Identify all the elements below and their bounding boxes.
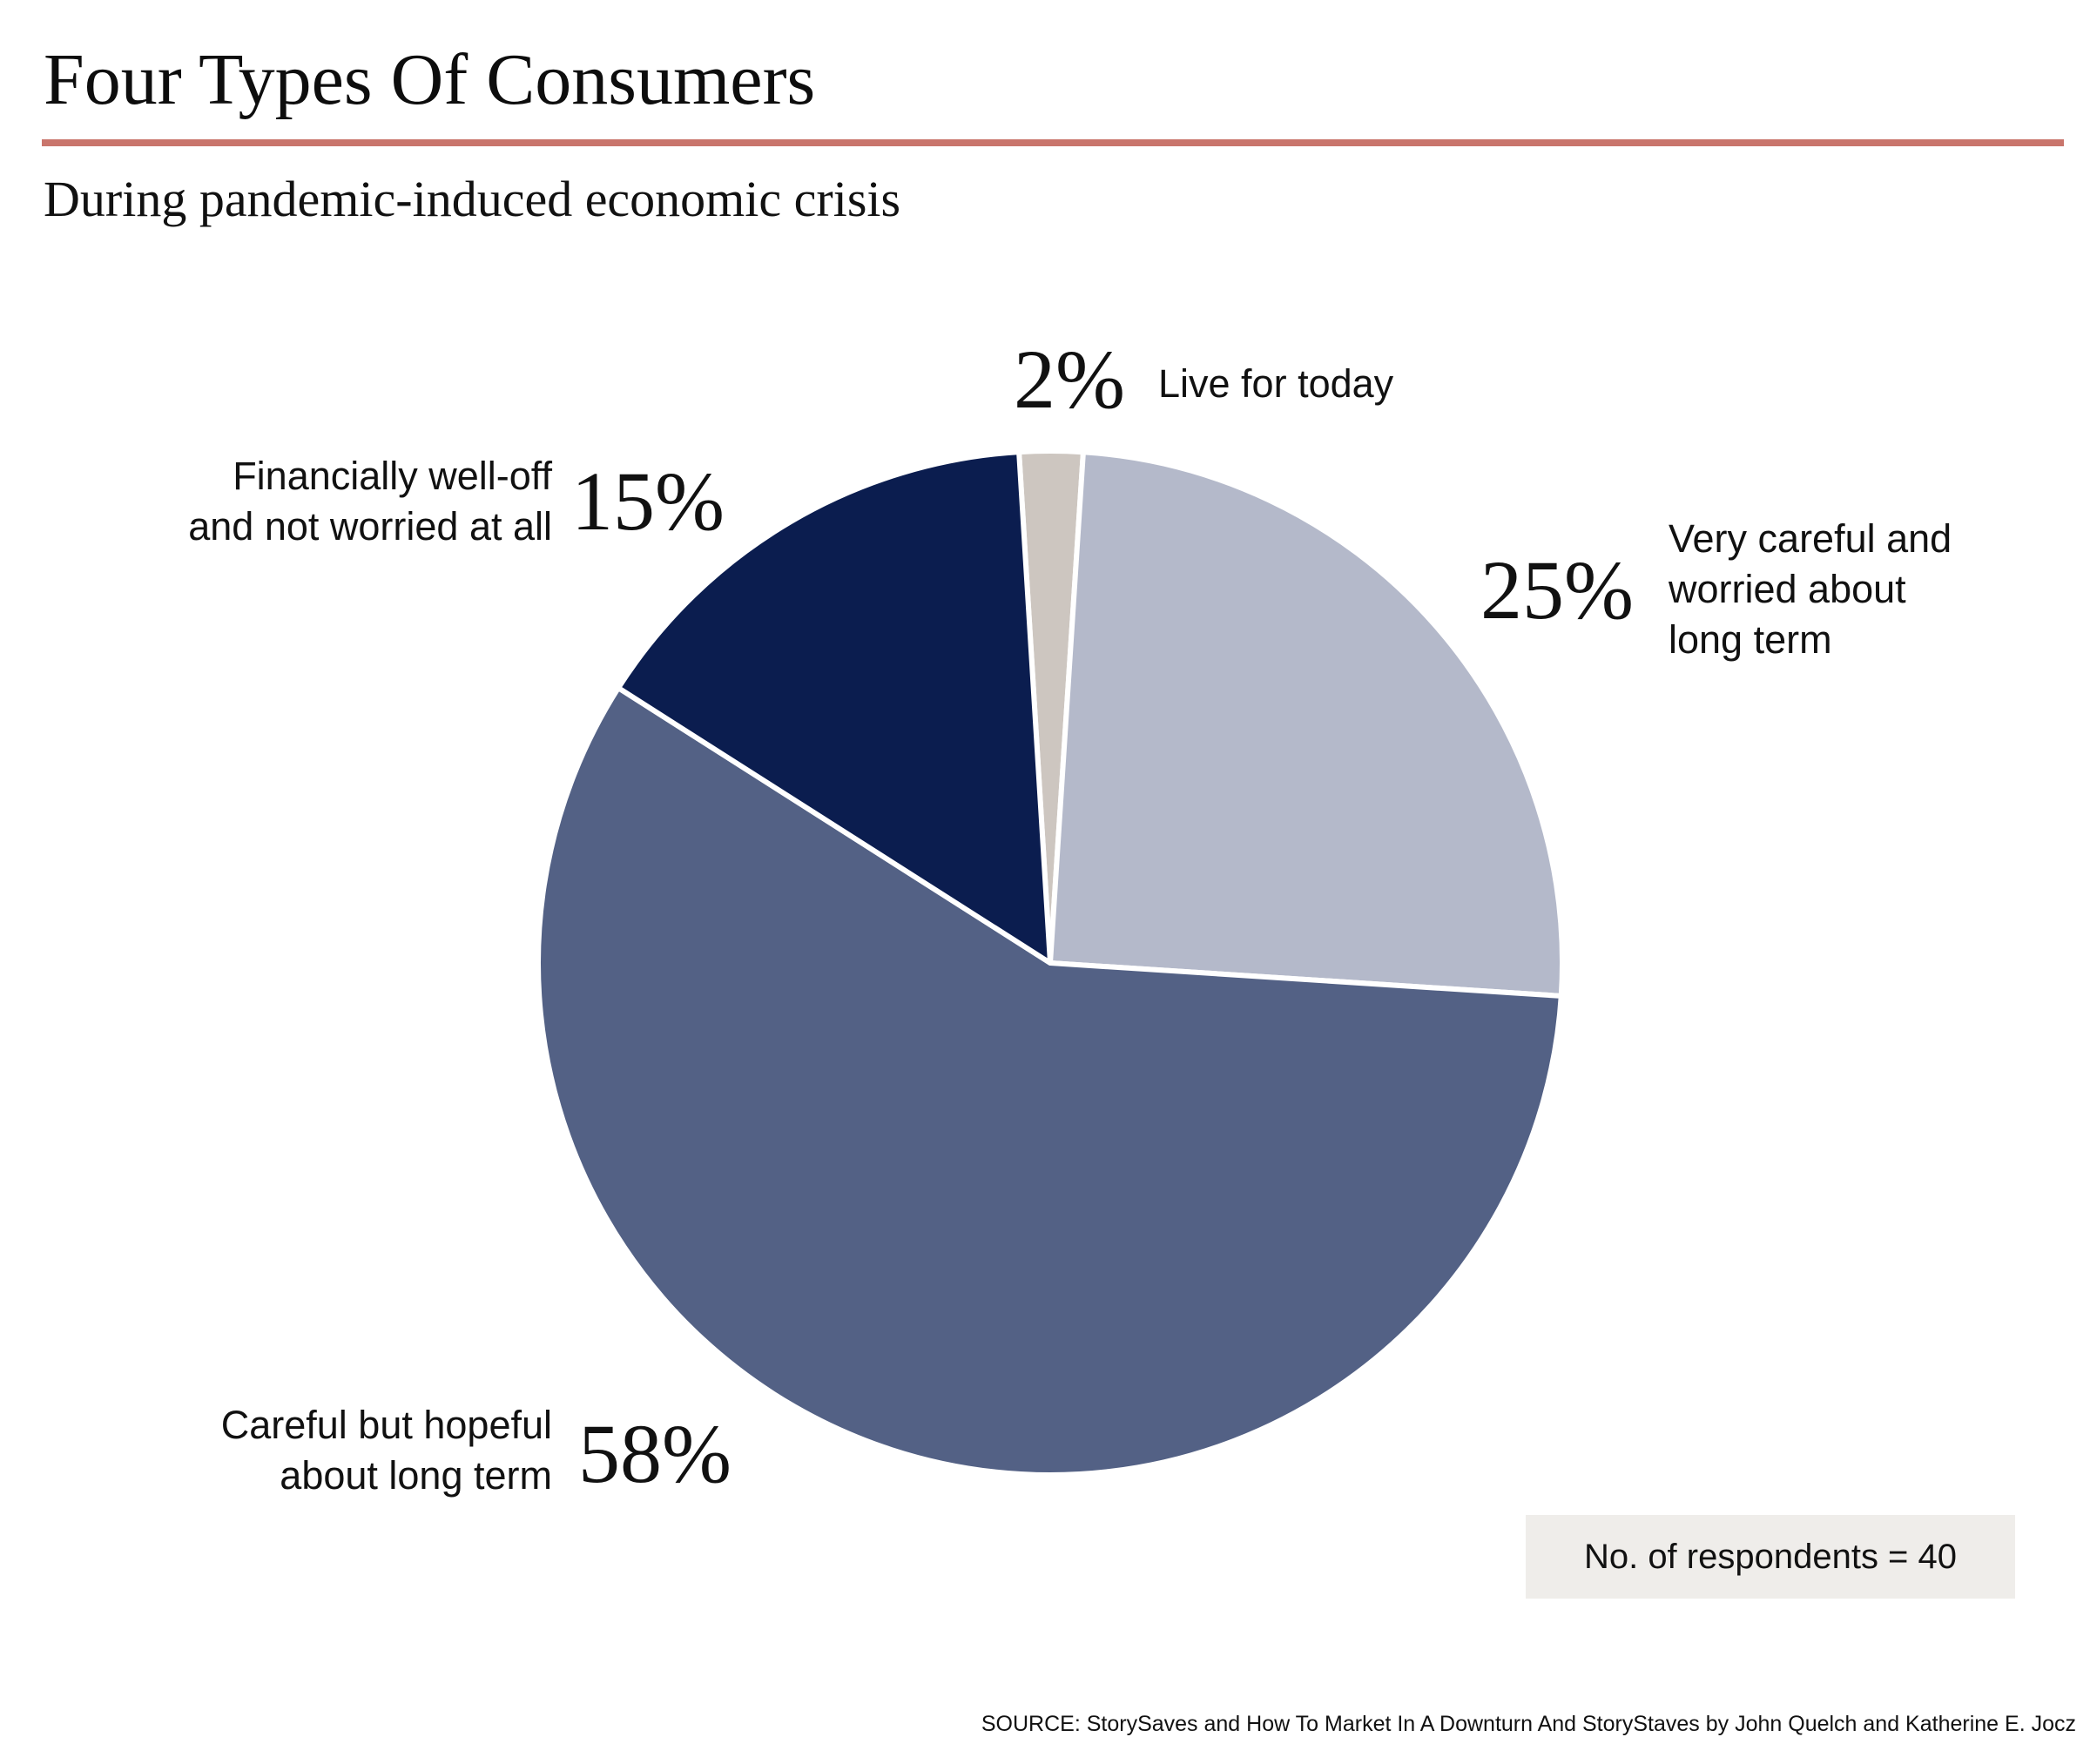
slice-label-line: about long term: [280, 1453, 552, 1498]
source-citation: SOURCE: StorySaves and How To Market In …: [981, 1712, 2076, 1736]
respondents-note: No. of respondents = 40: [1526, 1515, 2015, 1599]
slice-label-line: and not worried at all: [188, 504, 552, 549]
slice-category-label: Very careful and worried about long term: [1669, 514, 1952, 665]
chart-subtitle: During pandemic-induced economic crisis: [44, 171, 901, 227]
slice-value-label: 15%: [571, 454, 725, 548]
slice-label-line: worried about: [1669, 567, 1906, 611]
title-divider: [42, 139, 2064, 146]
slice-value-label: 2%: [1014, 333, 1125, 426]
slice-label-line: Very careful and: [1669, 516, 1952, 561]
pie-slice: [1048, 449, 1565, 999]
slice-category-label: Financially well-off and not worried at …: [188, 451, 552, 552]
slice-label-line: Financially well-off: [233, 454, 552, 498]
pie-slice: [616, 449, 1053, 966]
slice-category-label: Live for today: [1158, 359, 1393, 409]
pie-slices: [536, 448, 1565, 1478]
pie-slice: [536, 685, 1564, 1478]
slice-category-label: Careful but hopeful about long term: [221, 1400, 552, 1501]
slice-label-line: Live for today: [1158, 361, 1394, 406]
slice-value-label: 25%: [1480, 543, 1634, 636]
slice-value-label: 58%: [578, 1407, 732, 1500]
slice-label-line: Careful but hopeful: [220, 1403, 552, 1447]
slice-label-line: long term: [1669, 617, 1832, 662]
chart-title: Four Types Of Consumers: [44, 39, 816, 120]
